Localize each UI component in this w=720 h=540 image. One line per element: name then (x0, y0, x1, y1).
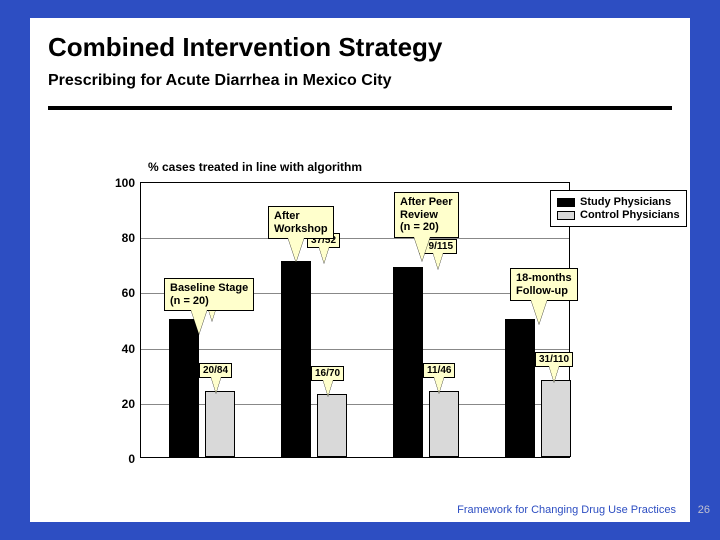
y-tick-label: 80 (122, 231, 135, 245)
y-tick-label: 20 (122, 397, 135, 411)
callout-followup: 18-monthsFollow-up (510, 268, 578, 301)
legend-label: Study Physicians (580, 196, 671, 208)
bar-control-baseline (205, 391, 235, 457)
y-axis-label: % cases treated in line with algorithm (148, 160, 362, 174)
y-tick-label: 60 (122, 286, 135, 300)
bar-study-after-peer-review (393, 267, 423, 457)
y-tick-label: 0 (128, 452, 135, 466)
legend-item: Control Physicians (557, 209, 680, 221)
title-underline (48, 106, 672, 110)
footer-text: Framework for Changing Drug Use Practice… (457, 504, 676, 516)
bar-study-after-workshop (281, 261, 311, 457)
bar-control-after-workshop (317, 394, 347, 457)
slide-title: Combined Intervention Strategy (48, 32, 442, 63)
bar-control-after-peer-review (429, 391, 459, 457)
callout-after-peer-review: After PeerReview(n = 20) (394, 192, 459, 238)
value-label-control-followup: 31/110 (535, 352, 573, 367)
legend-label: Control Physicians (580, 209, 680, 221)
bar-study-baseline (169, 319, 199, 457)
y-tick-label: 40 (122, 342, 135, 356)
bar-study-followup (505, 319, 535, 457)
page-number: 26 (698, 504, 710, 516)
value-label-control-baseline: 20/84 (199, 363, 232, 378)
legend-swatch (557, 198, 575, 207)
value-label-control-after-workshop: 16/70 (311, 366, 344, 381)
y-tick-label: 100 (115, 176, 135, 190)
bar-control-followup (541, 380, 571, 457)
legend-swatch (557, 211, 575, 220)
callout-baseline: Baseline Stage(n = 20) (164, 278, 254, 311)
chart-legend: Study PhysiciansControl Physicians (550, 190, 687, 227)
value-label-control-after-peer-review: 11/46 (423, 363, 455, 378)
legend-item: Study Physicians (557, 196, 680, 208)
callout-after-workshop: AfterWorkshop (268, 206, 334, 239)
slide-subtitle: Prescribing for Acute Diarrhea in Mexico… (48, 72, 392, 90)
gridline (141, 238, 569, 239)
slide-surface: Combined Intervention Strategy Prescribi… (30, 18, 690, 522)
